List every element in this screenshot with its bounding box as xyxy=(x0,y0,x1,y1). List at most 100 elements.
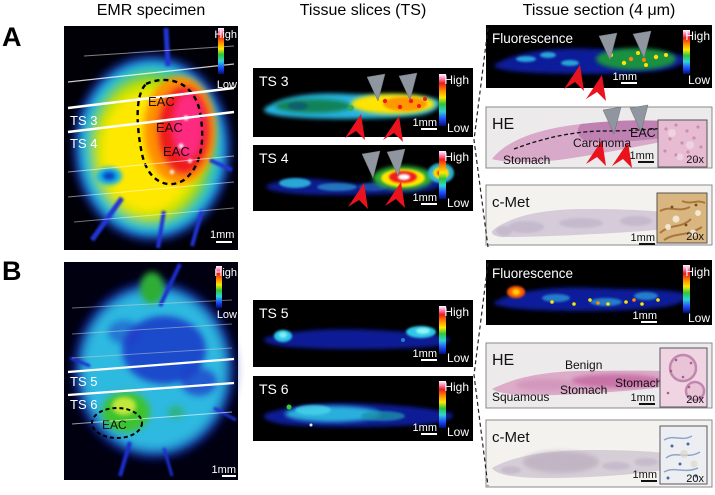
eac-annotation: EAC xyxy=(630,126,656,140)
tissue-slice-ts3-image: TS 3 High Low 1mm xyxy=(253,68,473,142)
he-inset-20x: 20x xyxy=(659,347,708,408)
red-arrowhead-icon xyxy=(383,116,403,142)
scale-bar-label: 1mm xyxy=(212,464,236,476)
scale-bar-label: 1mm xyxy=(413,422,437,434)
eac-annotation: EAC xyxy=(102,418,127,432)
colorbar xyxy=(439,151,446,199)
column-header-tissue-section: Tissue section (4 μm) xyxy=(522,2,676,19)
red-arrowhead-icon xyxy=(348,183,368,209)
colorbar xyxy=(683,265,690,313)
colorbar-low-label: Low xyxy=(217,79,237,91)
scale-bar-label: 1mm xyxy=(630,150,654,162)
emr-specimen-b-image: TS 5 TS 6 EAC High Low 1mm xyxy=(64,262,238,480)
colorbar-low-label: Low xyxy=(217,309,237,321)
gray-arrowhead-icon xyxy=(386,148,406,177)
stomach-annotation: Stomach xyxy=(615,376,662,390)
forceps-marks xyxy=(89,27,233,249)
colorbar-low-label: Low xyxy=(447,351,469,365)
colorbar-low-label: Low xyxy=(447,121,469,135)
tissue-slice-ts4-image: TS 4 High Low 1mm xyxy=(253,145,473,211)
scale-bar-label: 1mm xyxy=(631,392,655,404)
eac-annotation: EAC xyxy=(148,94,175,109)
slice-label: TS 4 xyxy=(259,150,289,166)
red-arrowhead-icon xyxy=(586,140,606,166)
slice-cut-lines xyxy=(67,299,235,425)
carcinoma-annotation: Carcinoma xyxy=(573,136,631,150)
tissue-slice-ts6-image: TS 6 High Low 1mm xyxy=(253,376,473,441)
red-arrowhead-icon xyxy=(564,65,584,91)
colorbar-high-label: High xyxy=(444,380,469,394)
gray-arrowhead-icon xyxy=(366,73,386,102)
cmet-section-a-image: c-Met 1mm 20x xyxy=(485,184,713,246)
scale-bar-label: 1mm xyxy=(633,310,657,322)
colorbar-low-label: Low xyxy=(447,196,469,210)
slice-label: TS 5 xyxy=(259,305,289,321)
section-label: Fluorescence xyxy=(492,31,573,46)
colorbar-high-label: High xyxy=(685,265,710,279)
column-header-emr-specimen: EMR specimen xyxy=(96,2,206,19)
stomach-annotation: Stomach xyxy=(503,153,550,167)
colorbar xyxy=(218,28,224,74)
ts3-line-label: TS 3 xyxy=(70,113,97,128)
tissue-slice-ts5-image: TS 5 High Low 1mm xyxy=(253,300,473,367)
cmet-section-b-image: c-Met 1mm 20x xyxy=(485,419,713,488)
gray-arrowhead-icon xyxy=(602,106,622,135)
red-arrowhead-icon xyxy=(345,114,365,140)
panel-a-label: A xyxy=(2,22,22,52)
ts6-line-label: TS 6 xyxy=(70,397,97,412)
colorbar-high-label: High xyxy=(444,305,469,319)
forceps-marks xyxy=(69,263,237,477)
red-arrowhead-icon xyxy=(385,182,405,208)
column-header-tissue-slices: Tissue slices (TS) xyxy=(299,2,427,19)
fluorescence-section-a-image: Fluorescence High Low 1mm xyxy=(486,25,712,101)
he-section-b-image: HE Benign Stomach Stomach Squamous 1mm 2… xyxy=(485,342,713,409)
slice-label: TS 3 xyxy=(259,73,289,89)
eac-dashed-outline xyxy=(136,78,204,186)
ts4-line-label: TS 4 xyxy=(70,136,97,151)
benign-annotation: Benign xyxy=(565,358,602,372)
cmet-inset-20x: 20x xyxy=(656,192,708,244)
section-label: HE xyxy=(492,352,514,369)
colorbar-high-label: High xyxy=(685,29,710,43)
magnification-label: 20x xyxy=(686,231,704,243)
section-label: c-Met xyxy=(492,429,530,446)
magnification-label: 20x xyxy=(686,154,704,166)
eac-annotation: EAC xyxy=(156,120,183,135)
magnification-label: 20x xyxy=(686,394,704,406)
red-arrowhead-icon xyxy=(586,75,606,101)
colorbar-high-label: High xyxy=(444,73,469,87)
section-label: Fluorescence xyxy=(492,266,573,281)
colorbar xyxy=(683,30,690,74)
scale-bar-label: 1mm xyxy=(613,71,637,83)
colorbar-high-label: High xyxy=(444,150,469,164)
he-section-a-image: HE Stomach Carcinoma EAC 1mm 20x xyxy=(485,104,713,169)
colorbar-low-label: Low xyxy=(447,425,469,439)
gray-arrowhead-icon xyxy=(398,72,418,101)
gray-arrowhead-icon xyxy=(629,104,649,133)
panel-b-label: B xyxy=(2,256,22,286)
he-inset-20x: 20x xyxy=(657,119,708,168)
eac-dashed-outline xyxy=(91,407,143,439)
slice-cut-lines xyxy=(67,45,235,223)
gray-arrowhead-icon xyxy=(361,150,381,179)
colorbar xyxy=(439,306,446,354)
cmet-inset-20x: 20x xyxy=(659,425,708,485)
scale-bar-label: 1mm xyxy=(413,117,437,129)
ts5-line-label: TS 5 xyxy=(70,374,97,389)
slice-label: TS 6 xyxy=(259,381,289,397)
colorbar-high-label: High xyxy=(214,29,237,41)
squamous-annotation: Squamous xyxy=(492,390,549,404)
colorbar-low-label: Low xyxy=(688,73,710,87)
colorbar xyxy=(439,74,446,126)
colorbar-low-label: Low xyxy=(688,311,710,325)
scale-bar-label: 1mm xyxy=(633,469,657,481)
colorbar xyxy=(439,381,446,428)
colorbar-high-label: High xyxy=(214,267,237,279)
emr-specimen-a-image: TS 3 TS 4 EAC EAC EAC High Low 1mm xyxy=(64,26,238,250)
eac-annotation: EAC xyxy=(163,144,190,159)
scale-bar-label: 1mm xyxy=(631,232,655,244)
stomach-annotation: Stomach xyxy=(560,383,607,397)
colorbar xyxy=(216,266,222,308)
gray-arrowhead-icon xyxy=(632,30,652,59)
